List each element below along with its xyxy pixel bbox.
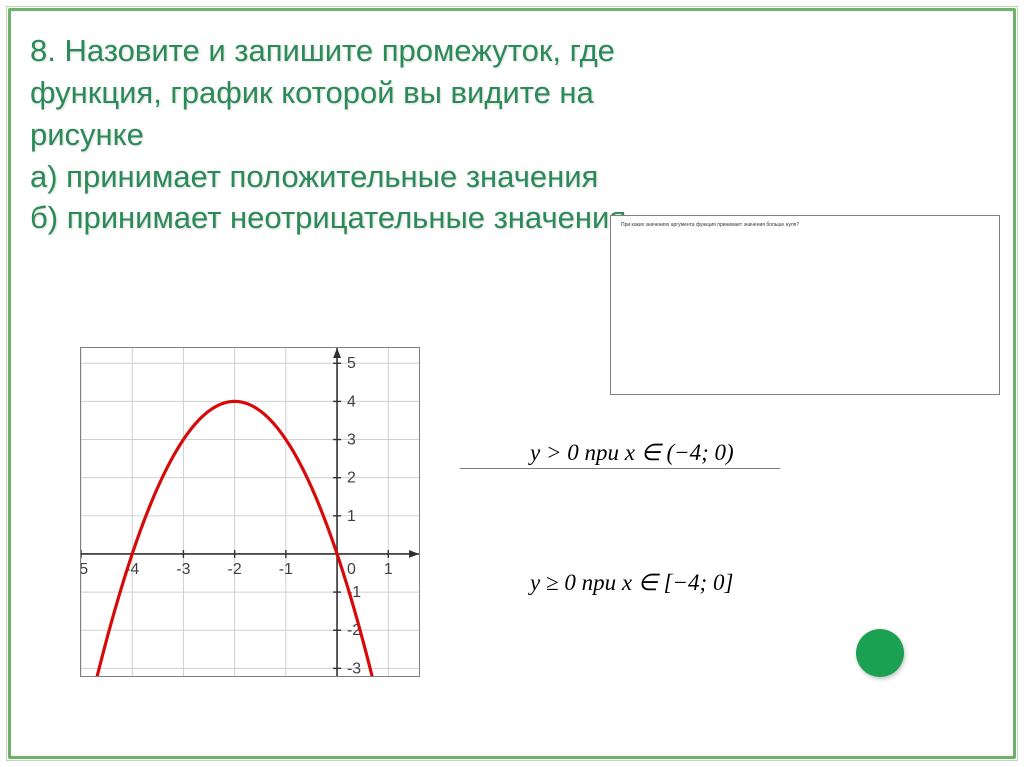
parabola-chart: -5-4-3-2-11-3-2-1123450 xyxy=(81,348,419,676)
svg-text:1: 1 xyxy=(384,561,393,578)
svg-text:5: 5 xyxy=(347,355,356,372)
slide-content: 8. Назовите и запишите промежуток, где ф… xyxy=(30,30,994,737)
title-line-2: функция, график которой вы видите на xyxy=(30,72,994,114)
accent-dot xyxy=(856,629,904,677)
title-line-3: рисунке xyxy=(30,114,994,156)
svg-text:3: 3 xyxy=(347,432,356,449)
answer-a-rule xyxy=(460,468,780,469)
chart-box: -5-4-3-2-11-3-2-1123450 xyxy=(80,347,420,677)
svg-text:-5: -5 xyxy=(81,561,88,578)
svg-text:1: 1 xyxy=(347,508,356,525)
svg-text:4: 4 xyxy=(347,393,356,410)
svg-text:-3: -3 xyxy=(176,561,190,578)
answer-b-text: y ≥ 0 npu x ∈ [−4; 0] xyxy=(530,570,733,596)
title-line-1: 8. Назовите и запишите промежуток, где xyxy=(30,30,994,72)
callout-box: При каких значениях аргумента функция пр… xyxy=(610,215,1000,395)
svg-text:-2: -2 xyxy=(228,561,242,578)
callout-text: При каких значениях аргумента функция пр… xyxy=(621,222,799,228)
title-line-4: а) принимает положительные значения xyxy=(30,156,994,198)
svg-text:-1: -1 xyxy=(279,561,293,578)
answer-a-text: y > 0 npu x ∈ (−4; 0) xyxy=(530,440,734,466)
svg-text:-3: -3 xyxy=(347,660,361,676)
svg-text:0: 0 xyxy=(347,561,356,578)
svg-text:2: 2 xyxy=(347,470,356,487)
title-block: 8. Назовите и запишите промежуток, где ф… xyxy=(30,30,994,239)
